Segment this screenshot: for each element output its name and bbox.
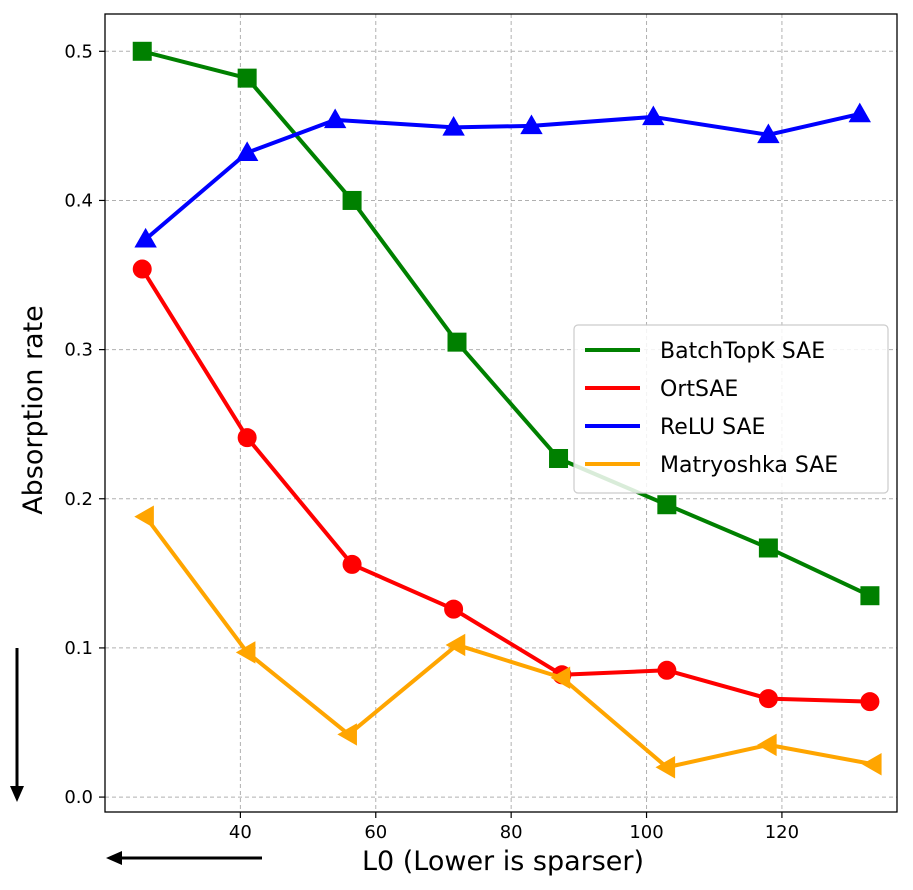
y-tick-label: 0.2: [64, 489, 93, 510]
data-point-relu-sae: [757, 123, 780, 144]
data-point-relu-sae: [642, 105, 665, 126]
data-point-relu-sae: [235, 141, 259, 161]
data-point-batchtopk-sae: [237, 68, 257, 88]
legend-label: ReLU SAE: [660, 415, 765, 440]
legend-label: OrtSAE: [660, 377, 738, 402]
y-tick-label: 0.5: [64, 41, 93, 62]
data-point-matryoshka-sae: [445, 633, 466, 657]
series-line-relu-sae: [143, 111, 862, 242]
x-tick-label: 120: [765, 822, 799, 843]
data-point-batchtopk-sae: [447, 332, 467, 352]
ticks: 40 60 80 100 120 0.0 0.1 0.2 0.3 0.4 0.5: [64, 41, 799, 843]
x-tick-label: 100: [629, 822, 663, 843]
series-matryoshka-sae: [134, 505, 882, 779]
data-point-matryoshka-sae: [550, 666, 571, 689]
data-point-matryoshka-sae: [337, 723, 357, 746]
series-line-ortsae: [140, 267, 872, 704]
legend-item-ortsae: OrtSAE: [585, 377, 738, 402]
y-axis-title: Absorption rate: [18, 305, 49, 515]
down-arrow-icon: [10, 648, 24, 802]
data-point-ortsae: [342, 554, 362, 574]
series-line-matryoshka-sae: [143, 514, 876, 770]
legend-item-matryoshka-sae: Matryoshka SAE: [585, 453, 838, 478]
data-point-ortsae: [657, 660, 677, 680]
data-point-ortsae: [237, 428, 257, 448]
legend-box: [573, 324, 889, 494]
series-line-batchtopk-sae: [140, 49, 872, 598]
x-tick-label: 60: [364, 822, 387, 843]
series-layer: [132, 41, 882, 779]
data-point-matryoshka-sae: [861, 753, 882, 776]
data-point-matryoshka-sae: [235, 641, 256, 664]
data-point-batchtopk-sae: [657, 495, 677, 515]
series-batchtopk-sae: [132, 41, 880, 606]
legend-label: Matryoshka SAE: [660, 453, 838, 478]
left-arrow-icon: [106, 851, 262, 865]
data-point-relu-sae: [323, 108, 347, 129]
legend-item-batchtopk-sae: BatchTopK SAE: [585, 339, 825, 364]
data-point-ortsae: [758, 689, 778, 709]
plot-area: [104, 13, 898, 813]
data-point-relu-sae: [520, 114, 543, 135]
y-tick-label: 0.1: [64, 638, 93, 659]
data-point-ortsae: [444, 599, 464, 619]
series-ortsae: [132, 259, 880, 712]
data-point-relu-sae: [442, 116, 465, 136]
data-point-batchtopk-sae: [549, 448, 569, 468]
x-axis-title: L0 (Lower is sparser): [362, 846, 644, 877]
y-tick-label: 0.4: [64, 190, 93, 211]
legend: BatchTopK SAE OrtSAE ReLU SAE Matryoshka SA…: [573, 324, 889, 494]
data-point-batchtopk-sae: [758, 538, 778, 558]
data-point-batchtopk-sae: [342, 190, 362, 210]
legend-label: BatchTopK SAE: [660, 339, 825, 364]
series-relu-sae: [134, 102, 871, 248]
data-point-matryoshka-sae: [134, 505, 154, 528]
y-tick-label: 0.3: [64, 340, 93, 361]
data-point-relu-sae: [134, 227, 157, 248]
data-point-ortsae: [132, 259, 152, 279]
data-point-relu-sae: [848, 102, 871, 123]
data-point-batchtopk-sae: [860, 586, 880, 606]
data-point-ortsae: [860, 692, 880, 712]
x-tick-label: 40: [229, 822, 252, 843]
legend-item-relu-sae: ReLU SAE: [585, 415, 765, 440]
y-tick-label: 0.0: [64, 787, 93, 808]
data-point-batchtopk-sae: [132, 41, 152, 61]
x-tick-label: 80: [500, 822, 523, 843]
data-point-matryoshka-sae: [655, 756, 676, 779]
data-point-matryoshka-sae: [757, 733, 777, 757]
